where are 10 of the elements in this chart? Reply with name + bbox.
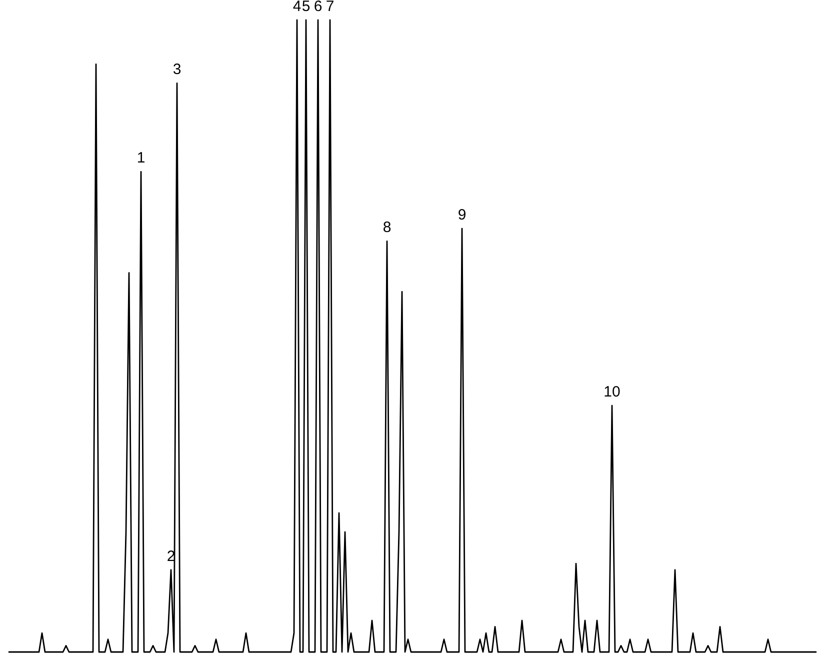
x-tick-label: 3 <box>172 61 182 78</box>
x-tick-label: 1 <box>136 150 146 167</box>
x-tick-label: 4 <box>292 0 302 15</box>
x-tick-label: 9 <box>458 206 466 224</box>
x-tick-label: 7 <box>326 0 334 15</box>
x-tick-label: 5 <box>302 0 310 15</box>
x-tick-label: 6 <box>314 0 322 15</box>
x-tick-label: 10 <box>604 384 620 401</box>
x-tick-label: 2 <box>166 548 176 565</box>
x-tick-label: 8 <box>382 219 392 236</box>
